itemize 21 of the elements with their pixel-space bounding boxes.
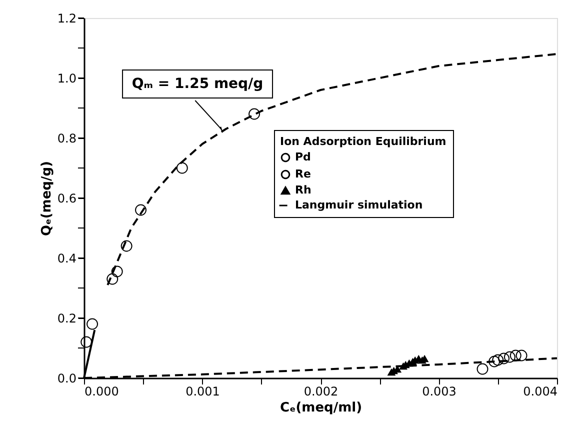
legend-label: Rh: [295, 184, 312, 196]
x-tick-label: 0.004: [523, 384, 558, 398]
legend-label: Pd: [295, 150, 311, 164]
x-axis-title: Cₑ(meq/ml): [280, 400, 362, 416]
legend-label: Re: [295, 168, 311, 180]
x-tick-label: 0.002: [304, 384, 338, 398]
x-tick-label: 0.000: [84, 384, 119, 398]
y-tick-label: 0.0: [57, 372, 76, 386]
line-series: [106, 53, 558, 286]
y-axis-title: Qₑ(meq/g): [39, 161, 54, 236]
legend-title: Ion Adsorption Equilibrium: [280, 135, 446, 148]
y-tick-label: 0.2: [57, 312, 76, 326]
y-tick-label: 0.4: [57, 252, 76, 266]
x-tick-label: 0.003: [422, 384, 456, 398]
legend-label: Langmuir simulation: [295, 198, 423, 212]
y-tick-label: 1.0: [57, 72, 76, 86]
y-tick-label: 0.8: [57, 132, 76, 146]
y-tick-label: 0.6: [57, 192, 76, 206]
annotation: Qₘ = 1.25 meq/g: [132, 76, 264, 92]
y-tick-label: 1.2: [57, 12, 76, 26]
x-tick-label: 0.001: [186, 384, 220, 398]
